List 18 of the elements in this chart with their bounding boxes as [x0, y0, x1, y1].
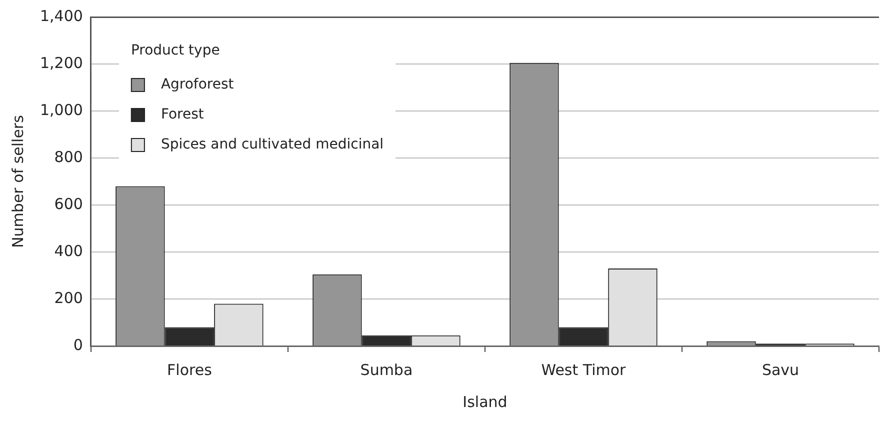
- y-tick-label: 1,400: [40, 6, 83, 25]
- y-tick-label: 600: [54, 194, 83, 213]
- legend-label: Forest: [160, 106, 204, 123]
- y-tick-label: 200: [54, 288, 83, 307]
- y-tick-label: 0: [73, 336, 83, 354]
- legend-title: Product type: [130, 42, 220, 59]
- x-tick-label: West Timor: [541, 360, 627, 379]
- y-tick-label: 800: [54, 148, 83, 166]
- legend-label: Agroforest: [160, 76, 234, 93]
- x-tick-label: Savu: [762, 360, 800, 379]
- x-tick-label: Flores: [167, 360, 212, 379]
- y-tick-label: 1,000: [40, 100, 83, 119]
- y-axis-title: Number of sellers: [8, 114, 27, 248]
- y-tick-label: 1,200: [40, 54, 83, 72]
- x-axis-title: Island: [462, 392, 508, 411]
- x-tick-label: Sumba: [360, 360, 413, 379]
- y-tick-label: 400: [54, 242, 83, 260]
- legend-label: Spices and cultivated medicinal: [160, 136, 384, 153]
